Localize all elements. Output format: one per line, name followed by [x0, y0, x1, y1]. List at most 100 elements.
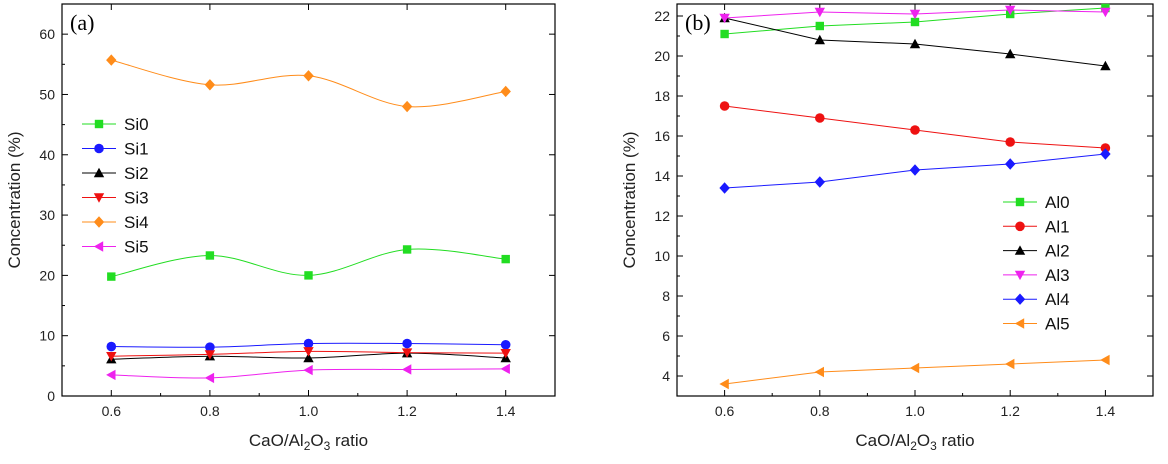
legend-entry-si2: Si2 — [82, 164, 149, 183]
x-axis-label-part: CaO/Al — [249, 431, 304, 450]
legend-label: Al4 — [1045, 290, 1070, 309]
data-point — [204, 350, 216, 360]
y-tick-label: 16 — [654, 128, 670, 144]
data-point — [501, 254, 510, 264]
y-tick-label: 50 — [39, 86, 55, 102]
data-point — [814, 34, 825, 45]
legend-label: Si4 — [124, 213, 149, 232]
legend-label: Si1 — [124, 140, 149, 159]
legend-marker — [94, 119, 104, 129]
y-tick-label: 4 — [662, 368, 670, 384]
data-point — [1005, 158, 1016, 170]
y-axis-label: Concentration (%) — [620, 131, 639, 268]
data-point — [814, 176, 825, 188]
data-point — [500, 348, 511, 359]
y-tick-label: 10 — [654, 248, 670, 264]
data-point — [909, 38, 921, 49]
x-tick-label: 0.6 — [102, 403, 122, 419]
data-point — [204, 372, 215, 384]
legend-entry-al3: Al3 — [1003, 266, 1070, 285]
data-point — [909, 362, 920, 374]
data-point — [204, 79, 216, 91]
y-tick-label: 8 — [662, 288, 670, 304]
data-point — [303, 338, 314, 349]
data-point — [720, 29, 729, 39]
x-axis-label-subscript: 2 — [304, 439, 311, 453]
data-point — [814, 366, 824, 378]
legend-marker — [93, 167, 105, 178]
data-point — [719, 182, 730, 194]
data-point — [500, 85, 511, 98]
data-point — [815, 113, 825, 123]
data-point — [909, 9, 921, 20]
x-axis-label-subscript: 2 — [910, 439, 917, 453]
legend-entry-si4: Si4 — [82, 213, 149, 232]
x-tick-label: 1.4 — [1096, 403, 1116, 419]
x-axis-label-part: ratio — [937, 431, 975, 450]
legend-entry-al4: Al4 — [1003, 290, 1070, 309]
x-axis-label: CaO/Al2O3 ratio — [249, 431, 368, 453]
data-point — [500, 339, 511, 350]
data-point — [909, 164, 921, 176]
legend-entry-al2: Al2 — [1003, 242, 1070, 261]
x-axis-label-part: O — [917, 431, 930, 450]
legend-entry-al5: Al5 — [1003, 315, 1070, 334]
legend-marker — [94, 143, 104, 154]
legend-label: Si0 — [124, 115, 149, 134]
x-tick-label: 1.2 — [1000, 403, 1020, 419]
series-al2 — [719, 12, 1111, 71]
legend-marker — [93, 193, 105, 203]
data-point — [1100, 148, 1111, 160]
legend-marker — [1015, 221, 1025, 232]
legend-entry-si0: Si0 — [82, 115, 149, 134]
y-tick-label: 14 — [654, 168, 670, 184]
legend-marker — [93, 216, 105, 228]
legend-marker — [1015, 197, 1025, 207]
x-tick-label: 1.0 — [905, 403, 925, 419]
chart-panel-a: 0.6 0.8 1.0 1.2 1.4 0 10 20 30 40 50 60 CaO/Al2O3 ra… — [5, 3, 556, 453]
series-al3 — [719, 5, 1111, 24]
panel-label: (b) — [685, 10, 711, 35]
data-point — [303, 364, 313, 376]
legend-marker — [1014, 293, 1026, 305]
data-point — [1005, 358, 1015, 370]
x-tick-label: 0.8 — [810, 403, 830, 419]
series-al4 — [719, 148, 1111, 194]
legend-marker — [1014, 318, 1025, 329]
x-axis-label-part: O — [310, 431, 323, 450]
data-point — [402, 338, 412, 349]
data-point — [106, 351, 117, 362]
data-point — [500, 363, 510, 375]
y-tick-label: 30 — [39, 207, 55, 223]
legend-marker — [93, 241, 104, 252]
data-point — [205, 342, 215, 352]
x-tick-label: 0.8 — [200, 403, 220, 419]
data-point — [303, 352, 314, 363]
data-point — [719, 378, 729, 390]
chart-panel-b: 0.6 0.8 1.0 1.2 1.4 4 6 8 10 12 14 16 18 20 22 CaO/Al2O… — [620, 3, 1154, 453]
legend-label: Al3 — [1045, 266, 1070, 285]
x-axis-label-subscript: 3 — [930, 439, 937, 453]
series-al5 — [719, 354, 1110, 390]
data-point — [304, 271, 313, 280]
data-point — [401, 100, 413, 113]
data-point — [402, 245, 412, 254]
y-tick-label: 40 — [39, 147, 55, 163]
series-line — [111, 59, 506, 108]
x-axis-label-subscript: 3 — [324, 439, 331, 453]
x-tick-label: 1.0 — [299, 403, 319, 419]
data-point — [1005, 137, 1015, 147]
legend-entry-si5: Si5 — [82, 238, 149, 257]
legend-entry-si1: Si1 — [82, 140, 149, 159]
y-axis-label: Concentration (%) — [5, 131, 24, 268]
x-tick-label: 1.4 — [496, 403, 516, 419]
y-tick-label: 60 — [39, 26, 55, 42]
legend-marker — [1014, 245, 1026, 255]
legend-entry-al1: Al1 — [1003, 217, 1070, 236]
x-axis-label-part: CaO/Al — [855, 431, 910, 450]
legend-label: Al2 — [1045, 242, 1070, 261]
data-point — [1100, 354, 1110, 366]
series-si4 — [106, 54, 511, 113]
x-tick-label: 1.2 — [397, 403, 417, 419]
